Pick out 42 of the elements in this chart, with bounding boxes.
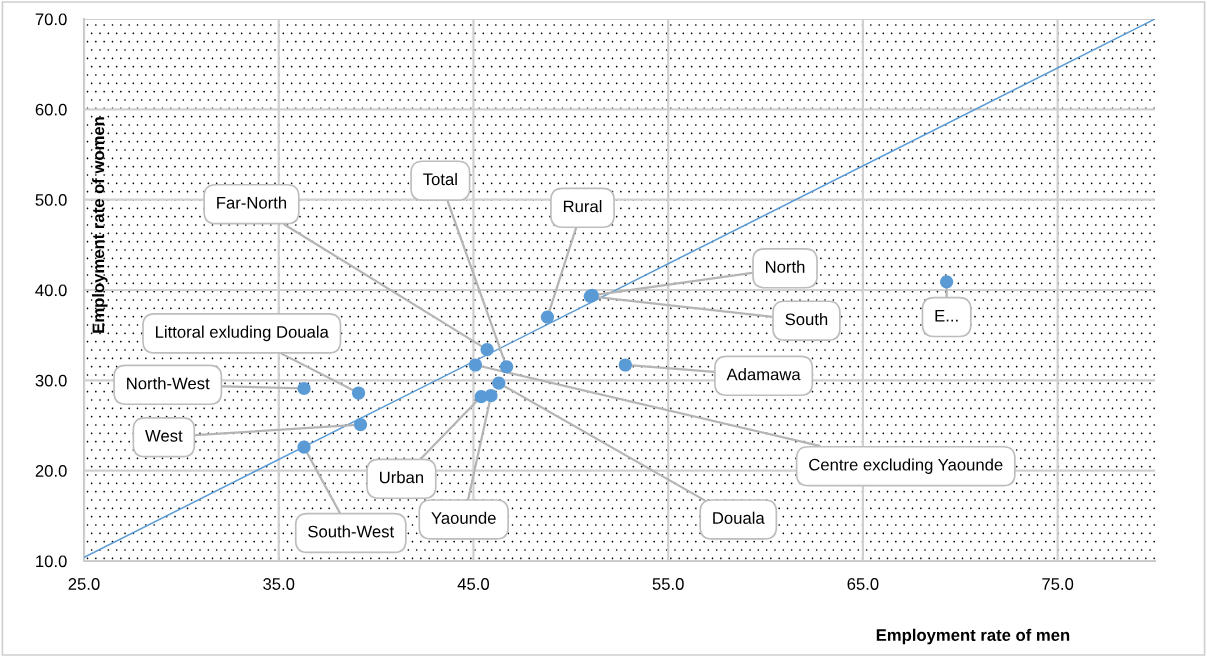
x-tick-label: 75.0	[1042, 578, 1074, 590]
point	[297, 381, 311, 396]
y-tick-label: 30.0	[35, 374, 67, 387]
annotation: South	[785, 312, 828, 326]
annotation: North-West	[127, 377, 210, 390]
annotation: Rural	[563, 200, 602, 213]
y-tick-label: 20.0	[35, 465, 67, 477]
point	[468, 358, 482, 372]
point	[540, 310, 555, 324]
point	[480, 343, 494, 357]
y-tick-label: 70.0	[35, 13, 67, 26]
x-axis-title: Employment rate of men	[876, 628, 1070, 645]
x-tick-label: 45.0	[457, 578, 490, 590]
annotation: Yaounde	[431, 511, 496, 524]
point	[492, 376, 506, 390]
point	[297, 440, 311, 454]
y-tick-label: 60.0	[35, 103, 67, 116]
y-tick-label: 40.0	[35, 284, 67, 297]
annotation: Urban	[380, 471, 424, 484]
annotation: Adamawa	[726, 368, 801, 381]
x-tick-label: 25.0	[68, 578, 100, 590]
annotation: North	[766, 260, 805, 273]
point	[353, 418, 368, 432]
x-tick-label: 55.0	[652, 578, 684, 590]
annotation: Littoral exluding Douala	[156, 325, 329, 342]
point	[940, 275, 954, 289]
x-tick-label: 35.0	[263, 578, 295, 590]
x-tick-label: 65.0	[847, 578, 879, 590]
y-tick-label: 50.0	[35, 194, 67, 206]
annotation: South-West	[308, 525, 395, 538]
point	[499, 360, 514, 374]
annotation: Douala	[713, 511, 765, 524]
y-tick-label: 10.0	[36, 555, 67, 568]
annotation: Far-North	[217, 196, 287, 209]
annotation: Total	[423, 172, 457, 186]
annotation: E...	[935, 309, 958, 322]
point	[618, 358, 632, 372]
y-axis-title: Employment rate of women	[92, 117, 108, 333]
point	[484, 389, 498, 403]
annotation: West	[145, 430, 183, 442]
point	[351, 386, 366, 400]
annotation: Centre excluding Yaounde	[809, 458, 1003, 474]
